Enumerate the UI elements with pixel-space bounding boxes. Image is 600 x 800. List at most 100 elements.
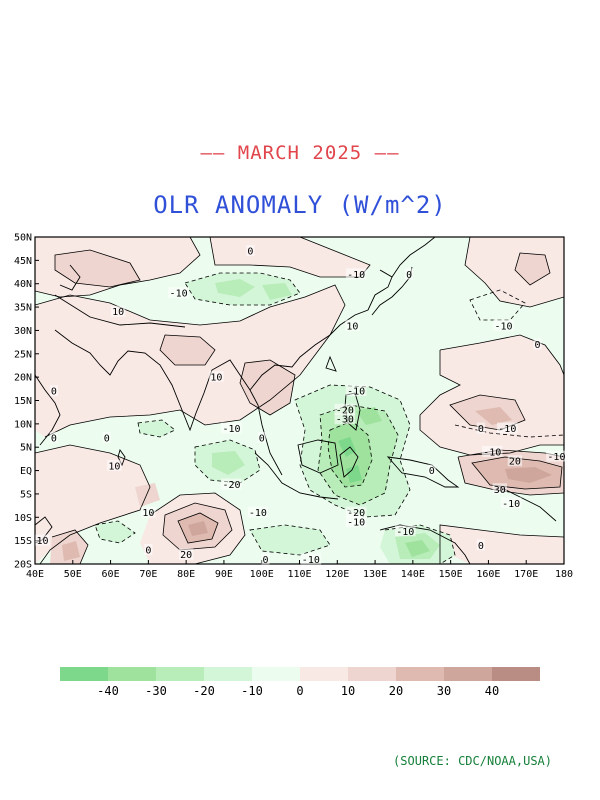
contour-label-background xyxy=(247,506,269,518)
latitude-label: 5S xyxy=(20,489,32,500)
contour-value-label: 0 xyxy=(51,387,57,398)
legend-label: -10 xyxy=(241,684,263,698)
contour-value-label: 0 xyxy=(247,247,253,258)
legend-swatch xyxy=(108,667,156,681)
contour-label-background xyxy=(221,422,242,434)
longitude-label: 90E xyxy=(215,569,233,580)
contour-value-label: 10 xyxy=(108,461,120,472)
contour-label-background xyxy=(533,338,542,350)
contour-value-label: 0 xyxy=(478,541,484,552)
legend-swatch xyxy=(300,667,348,681)
contour-label-background xyxy=(49,385,58,397)
contour-value-label: 0 xyxy=(262,555,268,566)
contour-label-background xyxy=(257,431,266,443)
contour-label-background xyxy=(49,431,58,443)
legend-swatch xyxy=(204,667,252,681)
contour-label-background xyxy=(300,553,322,565)
contour-value-label: 0 xyxy=(535,340,541,351)
contour-label-background xyxy=(345,268,367,280)
longitude-label: 50E xyxy=(64,569,82,580)
negative-contour-lines xyxy=(94,272,564,564)
latitude-label: 30N xyxy=(14,326,32,337)
contour-value-label: -10 xyxy=(302,555,320,566)
longitude-label: 160E xyxy=(476,569,500,580)
contour-value-label: 10 xyxy=(142,508,154,519)
longitude-label: 170E xyxy=(514,569,538,580)
latitude-label: EQ xyxy=(20,466,32,477)
contour-value-label: 0 xyxy=(51,433,57,444)
latitude-label: 15S xyxy=(14,536,32,547)
latitude-label: 45N xyxy=(14,256,32,267)
contour-value-label: 0 xyxy=(406,270,412,281)
latitude-label: 20S xyxy=(14,560,32,571)
longitude-label: 140E xyxy=(401,569,425,580)
legend-label: 10 xyxy=(340,684,356,698)
contour-value-label: 30 xyxy=(494,485,506,496)
contour-value-label: 0 xyxy=(104,433,110,444)
contour-label-background xyxy=(261,553,270,565)
contour-value-label: 10 xyxy=(346,321,358,332)
longitude-label: 130E xyxy=(363,569,387,580)
contour-label-background xyxy=(345,515,367,527)
legend-label: -30 xyxy=(145,684,167,698)
longitude-label: 180 xyxy=(555,569,573,580)
color-legend xyxy=(60,667,540,681)
contour-label-background xyxy=(476,539,485,551)
contour-value-label: -10 xyxy=(347,517,365,528)
contour-value-label: -20 xyxy=(222,480,240,491)
contour-value-label: 10 xyxy=(37,536,49,547)
contour-value-label: -10 xyxy=(222,424,240,435)
contour-label-background xyxy=(246,245,255,257)
legend-swatch xyxy=(492,667,540,681)
contour-label-background xyxy=(178,548,194,560)
contour-value-label: 10 xyxy=(210,373,222,384)
contour-value-label: -20 xyxy=(347,508,365,519)
legend-swatch xyxy=(252,667,300,681)
latitude-label: 5N xyxy=(20,443,32,454)
contour-value-label: -10 xyxy=(347,270,365,281)
variable-title: OLR ANOMALY (W/m^2) xyxy=(153,191,447,219)
longitude-label: 110E xyxy=(287,569,311,580)
legend-swatch xyxy=(60,667,108,681)
contour-label-background xyxy=(141,506,156,518)
contour-label-background xyxy=(493,319,514,331)
contour-label-background xyxy=(500,497,522,509)
longitude-label: 120E xyxy=(325,569,349,580)
latitude-label: 40N xyxy=(14,279,32,290)
legend-swatch xyxy=(444,667,492,681)
legend-label: 30 xyxy=(436,684,452,698)
contour-label-background xyxy=(404,268,414,280)
legend-swatch xyxy=(348,667,396,681)
contour-label-background xyxy=(209,371,224,383)
contour-value-label: 0 xyxy=(145,545,151,556)
contour-value-label: -10 xyxy=(498,424,516,435)
contour-label-background xyxy=(334,403,356,415)
contour-label-background xyxy=(110,305,126,317)
legend-label: -20 xyxy=(193,684,215,698)
latitude-label: 35N xyxy=(14,303,32,314)
legend-label: 0 xyxy=(296,684,304,698)
contour-label-background xyxy=(546,450,567,462)
contour-label-background xyxy=(427,464,436,476)
contour-label-background xyxy=(144,543,153,555)
contour-label-background xyxy=(35,534,50,546)
latitude-labels: 50N 45N 40N 35N 30N 25N 20N 15N 10N 5N EQ 5S 10S 15S 2… xyxy=(14,233,32,571)
contour-label-background xyxy=(168,287,189,299)
contour-label-background xyxy=(507,455,523,467)
longitude-label: 150E xyxy=(439,569,463,580)
contour-label-background xyxy=(102,431,111,443)
contour-value-label: -30 xyxy=(336,415,354,426)
month-title: —— MARCH 2025 —— xyxy=(200,142,400,164)
contour-value-label: 20 xyxy=(180,550,192,561)
contour-value-label: 20 xyxy=(509,457,521,468)
legend-label: 20 xyxy=(388,684,404,698)
contour-lines xyxy=(35,237,564,564)
contour-label-background xyxy=(481,445,503,457)
contour-value-label: -20 xyxy=(336,405,354,416)
olr-anomaly-map: 50N 45N 40N 35N 30N 25N 20N 15N 10N 5N EQ 5S 10S 15S 2… xyxy=(14,233,573,581)
latitude-label: 25N xyxy=(14,349,32,360)
longitude-label: 70E xyxy=(139,569,157,580)
contour-value-label: -10 xyxy=(483,447,501,458)
contour-value-label: 0 xyxy=(478,424,484,435)
